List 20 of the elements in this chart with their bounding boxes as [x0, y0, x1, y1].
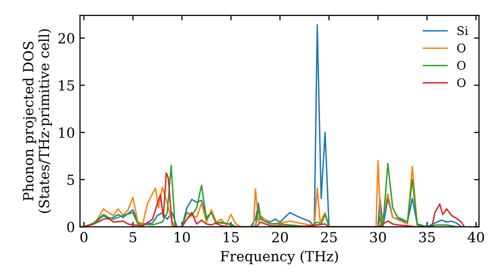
- x-tick-label: 35: [419, 232, 435, 242]
- y-tick-label: 0: [67, 222, 74, 232]
- x-tick-label: 20: [272, 232, 288, 242]
- x-axis-title: Frequency (THz): [220, 250, 338, 264]
- x-tick-label: 30: [370, 232, 386, 242]
- x-tick-label: 5: [130, 232, 136, 242]
- legend-label: O: [457, 60, 466, 70]
- y-tick-label: 10: [59, 127, 74, 138]
- x-tick-label: 15: [224, 232, 239, 242]
- x-tick-label: 25: [321, 232, 337, 242]
- y-tick-label: 15: [59, 80, 74, 91]
- y-tick-label: 20: [58, 33, 74, 44]
- legend-label: O: [457, 44, 466, 52]
- legend-label: O: [457, 78, 466, 88]
- legend-label: Si: [458, 26, 468, 36]
- x-tick-label: 0: [80, 232, 88, 242]
- y-axis-title: Phonon projected DOS (States/THz·primitive cell): [22, 29, 52, 213]
- x-tick-label: 10: [174, 232, 190, 242]
- y-tick-label: 5: [67, 174, 74, 186]
- x-tick-label: 40: [468, 232, 484, 242]
